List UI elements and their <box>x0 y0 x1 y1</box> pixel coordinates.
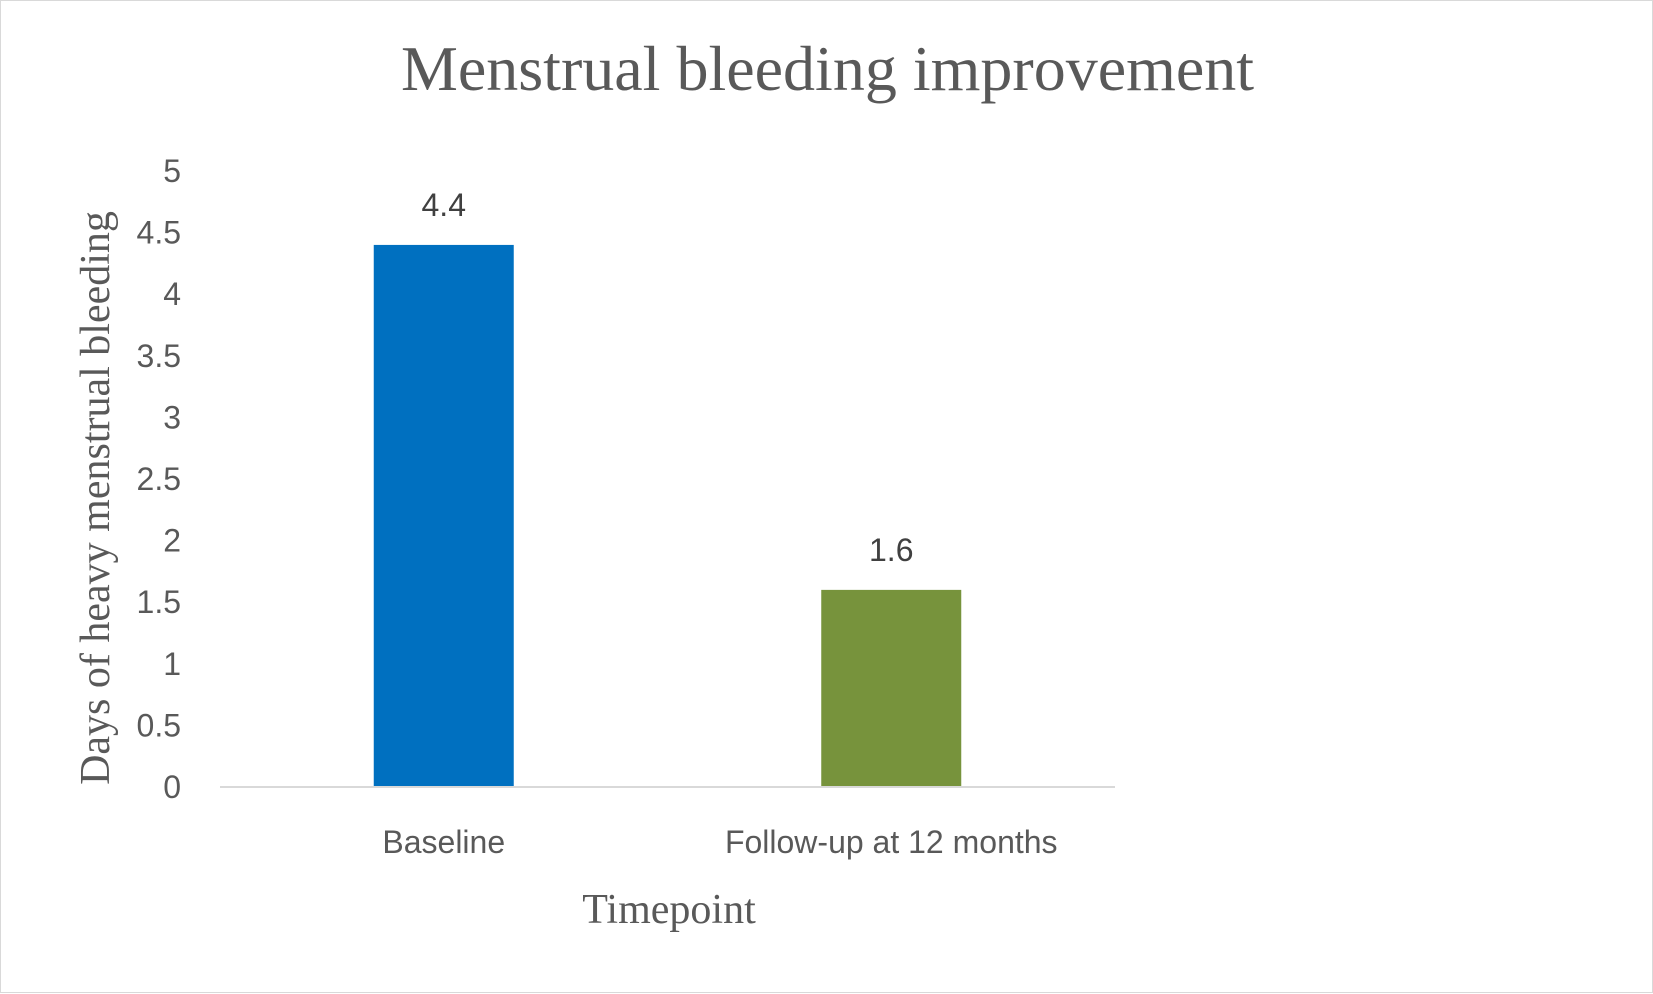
data-label: 1.6 <box>869 532 913 568</box>
x-tick-label: Baseline <box>382 824 505 860</box>
y-tick-label: 1.5 <box>137 584 181 620</box>
x-axis-ticks: Baseline Follow-up at 12 months <box>382 824 1057 860</box>
y-tick-label: 3 <box>163 399 181 435</box>
y-axis-title: Days of heavy menstrual bleeding <box>73 211 119 785</box>
bar <box>821 589 962 787</box>
bars <box>373 244 962 788</box>
y-tick-label: 1 <box>163 646 181 682</box>
data-label: 4.4 <box>422 187 466 223</box>
y-tick-label: 5 <box>163 153 181 189</box>
y-axis-ticks: 0 0.5 1 1.5 2 2.5 3 3.5 4 4.5 5 <box>137 153 181 805</box>
x-axis-title: Timepoint <box>582 887 756 933</box>
y-tick-label: 3.5 <box>137 338 181 374</box>
y-tick-label: 2 <box>163 523 181 559</box>
y-tick-label: 0.5 <box>137 707 181 743</box>
data-labels: 4.4 1.6 <box>422 187 914 568</box>
y-tick-label: 4 <box>163 276 181 312</box>
y-tick-label: 0 <box>163 769 181 805</box>
y-tick-label: 4.5 <box>137 215 181 251</box>
y-tick-label: 2.5 <box>137 461 181 497</box>
chart-title: Menstrual bleeding improvement <box>400 33 1255 104</box>
bar <box>373 244 514 788</box>
x-tick-label: Follow-up at 12 months <box>725 824 1058 860</box>
